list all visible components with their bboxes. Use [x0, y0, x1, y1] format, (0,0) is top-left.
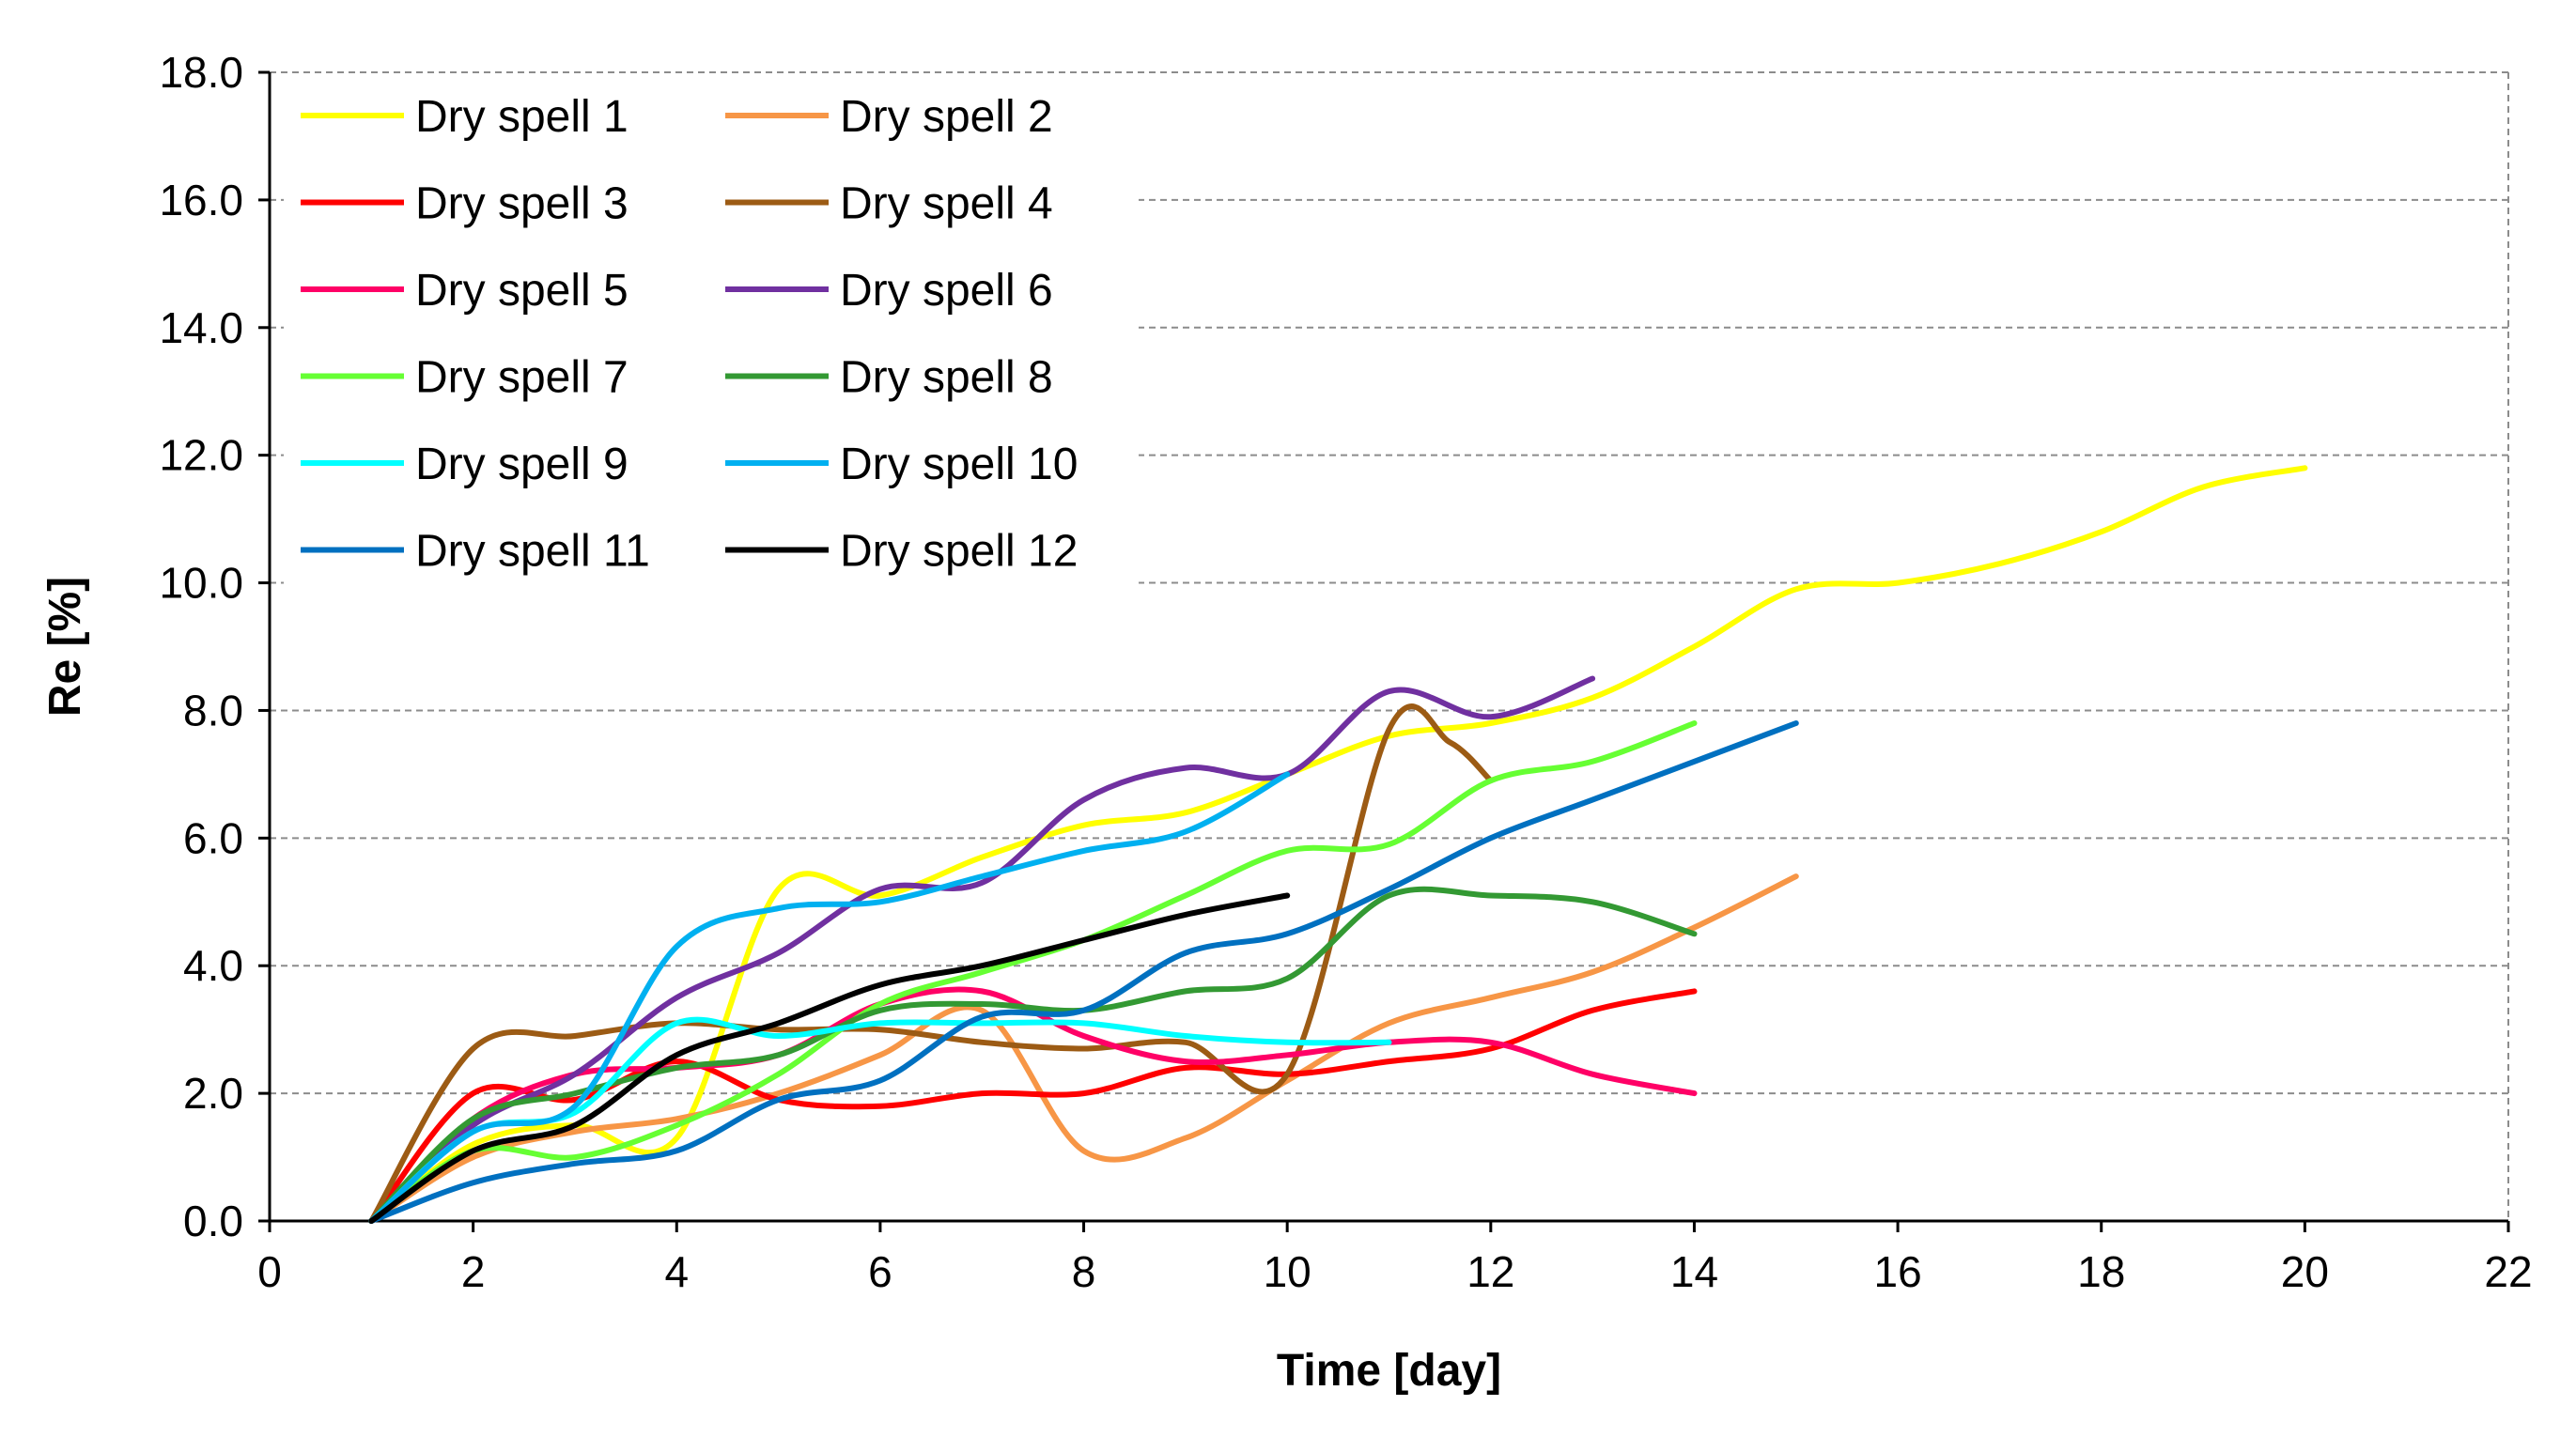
- y-tick-label: 16.0: [159, 176, 243, 224]
- legend-label-dry-spell-8: Dry spell 8: [840, 353, 1053, 403]
- series-line-dry-spell-3: [368, 988, 1698, 1224]
- legend-label-dry-spell-5: Dry spell 5: [415, 266, 628, 316]
- y-tick-label: 4.0: [183, 941, 243, 990]
- series-line-dry-spell-2: [368, 873, 1799, 1224]
- legend-label-dry-spell-4: Dry spell 4: [840, 179, 1053, 229]
- series-lines: [368, 465, 2308, 1224]
- series-line-dry-spell-12: [368, 892, 1291, 1224]
- legend-label-dry-spell-6: Dry spell 6: [840, 266, 1053, 316]
- legend-label-dry-spell-10: Dry spell 10: [840, 440, 1078, 489]
- series-line-dry-spell-8: [368, 886, 1698, 1224]
- y-tick-label: 2.0: [183, 1069, 243, 1118]
- y-tick-label: 14.0: [159, 303, 243, 352]
- series-line-dry-spell-9: [368, 1016, 1392, 1224]
- axes: 0.0 2.0 4.0 6.0 8.0 10.0 12.0 14.0 16.0 18.0 0 2 4 6 8…: [159, 48, 2532, 1296]
- legend-label-dry-spell-3: Dry spell 3: [415, 179, 628, 229]
- series-line-dry-spell-6: [368, 675, 1596, 1224]
- x-tick-label: 20: [2281, 1247, 2329, 1296]
- y-tick-label: 0.0: [183, 1197, 243, 1245]
- x-tick-label: 2: [461, 1247, 486, 1296]
- legend-background: [284, 77, 1139, 603]
- y-tick-label: 6.0: [183, 813, 243, 862]
- x-axis-title: Time [day]: [1277, 1346, 1501, 1396]
- legend: Dry spell 1 Dry spell 2 Dry spell 3 Dry spe…: [284, 77, 1139, 603]
- x-tick-label: 14: [1670, 1247, 1718, 1296]
- x-tick-label: 6: [868, 1247, 892, 1296]
- x-tick-label: 8: [1072, 1247, 1096, 1296]
- series-line-dry-spell-4: [368, 703, 1494, 1224]
- x-tick-label: 12: [1466, 1247, 1514, 1296]
- legend-label-dry-spell-11: Dry spell 11: [415, 527, 650, 577]
- x-tick-label: 4: [664, 1247, 689, 1296]
- y-tick-label: 8.0: [183, 686, 243, 734]
- y-axis-title: Re [%]: [40, 577, 90, 717]
- x-tick-label: 10: [1264, 1247, 1311, 1296]
- series-line-dry-spell-11: [368, 720, 1799, 1224]
- series-line-dry-spell-10: [368, 771, 1291, 1224]
- y-tick-label: 18.0: [159, 48, 243, 97]
- x-tick-label: 0: [257, 1247, 282, 1296]
- legend-label-dry-spell-1: Dry spell 1: [415, 92, 628, 142]
- x-tick-label: 18: [2077, 1247, 2125, 1296]
- series-line-dry-spell-7: [368, 720, 1698, 1224]
- x-tick-label: 16: [1874, 1247, 1922, 1296]
- x-tick-label: 22: [2484, 1247, 2532, 1296]
- legend-label-dry-spell-2: Dry spell 2: [840, 92, 1053, 142]
- y-tick-label: 12.0: [159, 431, 243, 480]
- legend-label-dry-spell-12: Dry spell 12: [840, 527, 1078, 577]
- legend-label-dry-spell-9: Dry spell 9: [415, 440, 628, 489]
- y-tick-label: 10.0: [159, 559, 243, 608]
- legend-label-dry-spell-7: Dry spell 7: [415, 353, 628, 403]
